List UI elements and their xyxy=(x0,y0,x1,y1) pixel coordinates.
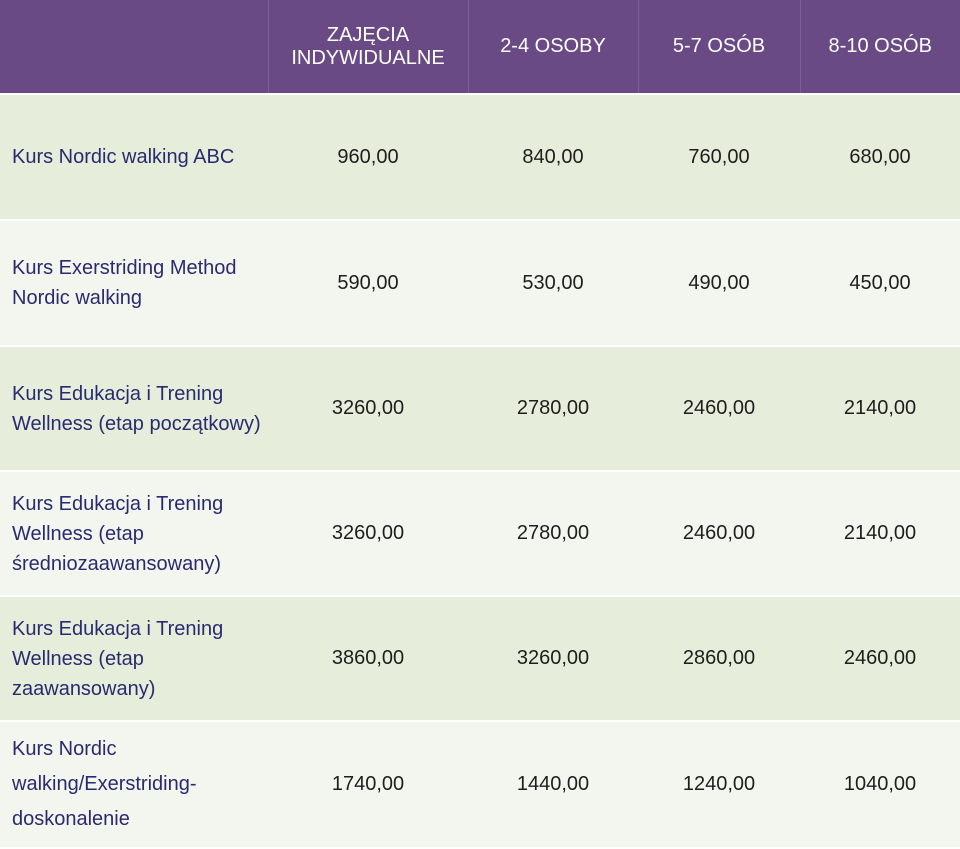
course-name: Kurs Exerstriding Method Nordic walking xyxy=(0,220,268,346)
header-individual: ZAJĘCIA INDYWIDUALNE xyxy=(268,0,469,94)
price-5-7: 1240,00 xyxy=(638,721,800,847)
course-name: Kurs Nordic walking ABC xyxy=(0,94,268,220)
price-2-4: 2780,00 xyxy=(468,471,638,596)
table-row: Kurs Edukacja i Trening Wellness (etap z… xyxy=(0,596,960,721)
price-individual: 3860,00 xyxy=(268,596,468,721)
course-name: Kurs Edukacja i Trening Wellness (etap ś… xyxy=(0,471,268,596)
price-8-10: 2140,00 xyxy=(800,471,960,596)
price-2-4: 1440,00 xyxy=(468,721,638,847)
course-name: Kurs Edukacja i Trening Wellness (etap z… xyxy=(0,596,268,721)
price-2-4: 3260,00 xyxy=(468,596,638,721)
table-row: Kurs Nordic walking ABC 960,00 840,00 76… xyxy=(0,94,960,220)
header-8-10: 8-10 OSÓB xyxy=(800,0,960,94)
header-5-7: 5-7 OSÓB xyxy=(638,0,801,94)
price-5-7: 760,00 xyxy=(638,94,800,220)
price-8-10: 450,00 xyxy=(800,220,960,346)
price-8-10: 2140,00 xyxy=(800,346,960,471)
price-2-4: 530,00 xyxy=(468,220,638,346)
header-corner xyxy=(0,0,269,94)
price-2-4: 840,00 xyxy=(468,94,638,220)
table-row: Kurs Edukacja i Trening Wellness (etap ś… xyxy=(0,471,960,596)
price-5-7: 490,00 xyxy=(638,220,800,346)
price-5-7: 2460,00 xyxy=(638,471,800,596)
table-row: Kurs Nordic walking/Exerstriding-doskona… xyxy=(0,721,960,847)
price-individual: 1740,00 xyxy=(268,721,468,847)
price-8-10: 1040,00 xyxy=(800,721,960,847)
price-5-7: 2460,00 xyxy=(638,346,800,471)
price-individual: 590,00 xyxy=(268,220,468,346)
table-row: Kurs Exerstriding Method Nordic walking … xyxy=(0,220,960,346)
price-individual: 960,00 xyxy=(268,94,468,220)
course-name: Kurs Nordic walking/Exerstriding-doskona… xyxy=(0,721,268,847)
course-name: Kurs Edukacja i Trening Wellness (etap p… xyxy=(0,346,268,471)
price-8-10: 2460,00 xyxy=(800,596,960,721)
price-5-7: 2860,00 xyxy=(638,596,800,721)
price-individual: 3260,00 xyxy=(268,346,468,471)
header-row: ZAJĘCIA INDYWIDUALNE 2-4 OSOBY 5-7 OSÓB … xyxy=(0,0,960,94)
header-2-4: 2-4 OSOBY xyxy=(468,0,639,94)
price-individual: 3260,00 xyxy=(268,471,468,596)
table-row: Kurs Edukacja i Trening Wellness (etap p… xyxy=(0,346,960,471)
price-8-10: 680,00 xyxy=(800,94,960,220)
price-2-4: 2780,00 xyxy=(468,346,638,471)
